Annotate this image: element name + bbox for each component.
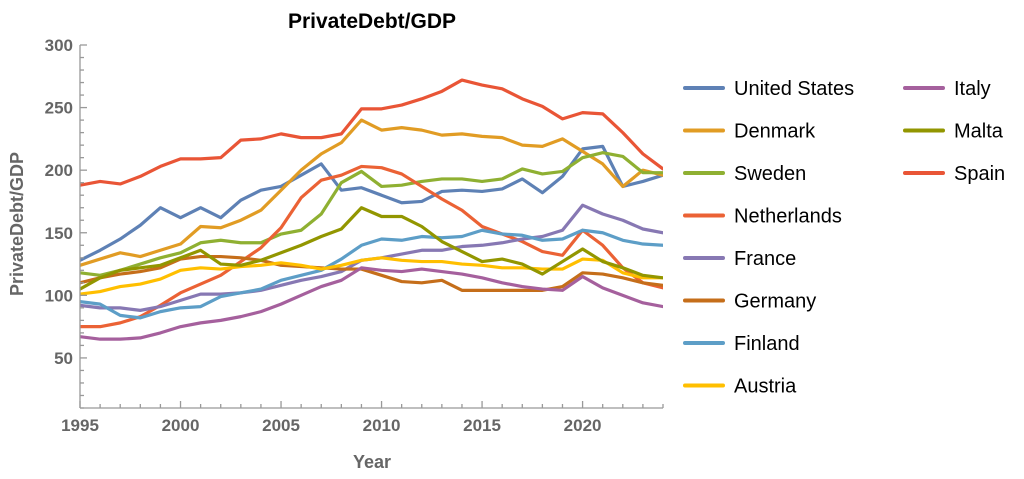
x-tick-label: 2000 xyxy=(162,416,200,435)
x-tick-label: 2010 xyxy=(363,416,401,435)
series-line-malta xyxy=(80,206,663,291)
legend-label-germany: Germany xyxy=(734,291,816,313)
legend-label-austria: Austria xyxy=(734,376,797,398)
x-tick-label: 2015 xyxy=(463,416,501,435)
series-line-sweden xyxy=(80,151,663,277)
y-ticks: 50 100 150 200 250 300 xyxy=(45,36,87,409)
axes xyxy=(79,45,663,409)
series-line-denmark xyxy=(80,118,663,267)
legend-label-spain: Spain xyxy=(954,163,1005,185)
legend-label-malta: Malta xyxy=(954,121,1004,143)
y-tick-label: 200 xyxy=(45,161,73,180)
y-tick-label: 250 xyxy=(45,99,73,118)
y-tick-label: 300 xyxy=(45,36,73,55)
series-line-spain xyxy=(80,78,663,187)
y-tick-label: 150 xyxy=(45,224,73,243)
legend-label-sweden: Sweden xyxy=(734,163,806,185)
legend: United States Denmark Sweden Netherlands Fra… xyxy=(683,78,1005,398)
legend-label-united-states: United States xyxy=(734,78,854,100)
plot-lines xyxy=(80,78,663,341)
series-line-finland xyxy=(80,228,663,320)
legend-label-netherlands: Netherlands xyxy=(734,206,842,228)
legend-label-italy: Italy xyxy=(954,78,991,100)
series-line-italy xyxy=(80,266,663,341)
y-tick-label: 100 xyxy=(45,286,73,305)
y-axis-label: PrivateDebt/GDP xyxy=(7,152,27,296)
x-ticks: 1995 2000 2005 2010 2015 2020 xyxy=(61,401,664,435)
x-axis-label: Year xyxy=(353,452,391,472)
series-line-austria xyxy=(80,256,663,296)
x-tick-label: 2005 xyxy=(262,416,300,435)
x-tick-label: 1995 xyxy=(61,416,99,435)
y-tick-label: 50 xyxy=(54,349,73,368)
series-line-united-states xyxy=(80,144,663,262)
chart-title: PrivateDebt/GDP xyxy=(288,10,456,33)
legend-label-finland: Finland xyxy=(734,333,800,355)
series-line-netherlands xyxy=(80,164,663,329)
x-tick-label: 2020 xyxy=(564,416,602,435)
legend-label-denmark: Denmark xyxy=(734,121,816,143)
legend-label-france: France xyxy=(734,248,796,270)
